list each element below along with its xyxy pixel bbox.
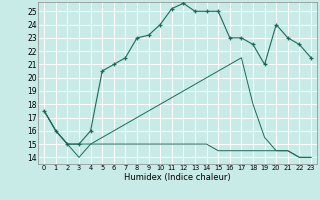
X-axis label: Humidex (Indice chaleur): Humidex (Indice chaleur) <box>124 173 231 182</box>
